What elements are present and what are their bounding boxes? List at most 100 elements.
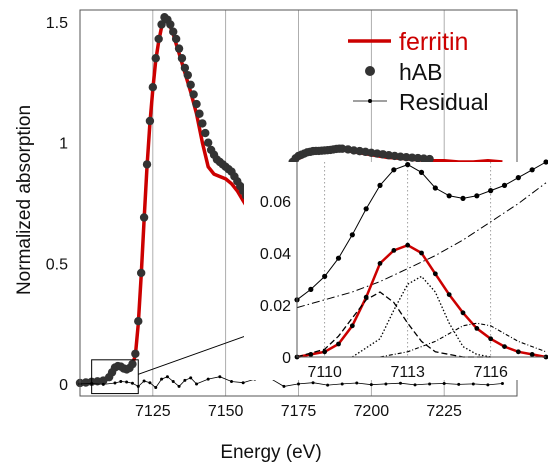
legend-label-ferritin: ferritin (399, 28, 468, 56)
data-point-hab (145, 116, 155, 126)
inset-data-point (363, 206, 369, 212)
inset-data-point (418, 169, 425, 175)
legend-label-residual: Residual (399, 89, 489, 115)
data-point-hab (201, 128, 210, 138)
data-point-hab (183, 70, 192, 80)
inset-data-point (335, 255, 342, 261)
inset-series-line-peak1 (296, 291, 491, 358)
x-tick-label: 7225 (426, 403, 462, 420)
data-point-residual (177, 384, 181, 388)
data-point-hab (166, 20, 175, 29)
series-line-residual (79, 376, 503, 389)
data-point-hab (171, 34, 181, 44)
data-point-residual (183, 378, 187, 382)
x-axis-label: Energy (eV) (220, 442, 321, 463)
data-point-hab (157, 20, 166, 29)
data-point-hab (131, 349, 140, 358)
data-point-residual (130, 381, 134, 385)
data-point-residual (282, 384, 286, 388)
data-point-residual (297, 382, 300, 386)
x-tick-label: 7175 (281, 403, 317, 420)
inset-fit-point (529, 352, 535, 357)
inset-data-point (529, 167, 535, 173)
inset-fit-point (515, 349, 521, 355)
main-ticks: 7125 7150 7175 7200 7225 0 0.5 1 1.5 (46, 15, 462, 420)
inset-data-point (322, 273, 328, 279)
inset-data-point (405, 162, 411, 168)
inset-y-tick-label: 0.04 (260, 246, 291, 263)
inset-x-tick-label: 7116 (473, 364, 508, 381)
data-point-residual (486, 383, 490, 387)
inset-y-tick-label: 0.06 (260, 194, 291, 211)
data-point-hab (177, 54, 187, 63)
data-point-hab (142, 160, 152, 169)
inset-fit-point (419, 250, 424, 256)
inset-fit-point (349, 323, 355, 329)
data-point-residual (154, 386, 158, 390)
data-point-residual (101, 382, 105, 386)
inset-axes (296, 162, 546, 358)
inset-data-point (515, 175, 521, 181)
data-point-residual (471, 382, 475, 386)
inset-fit-point (405, 242, 411, 248)
x-tick-label: 7150 (208, 403, 244, 420)
legend-swatch-residual-dot (368, 99, 372, 103)
inset-fit-point (488, 336, 494, 342)
inset-y-tick-label: 0 (282, 350, 291, 367)
inset-fit-point (391, 248, 397, 253)
legend-label-hab: hAB (399, 59, 442, 85)
inset-fit-point (322, 349, 328, 355)
data-point-residual (119, 380, 123, 384)
x-tick-label: 7125 (135, 403, 171, 420)
inset-fit-point (502, 344, 507, 349)
legend: ferritin hAB Residual (348, 28, 489, 115)
data-point-residual (413, 383, 417, 387)
data-point-residual (326, 383, 330, 387)
data-point-residual (189, 376, 193, 380)
data-point-residual (195, 382, 199, 386)
inset-series-line-baseline (296, 182, 547, 309)
data-point-hab (154, 34, 163, 44)
data-point-hab (151, 54, 160, 63)
inset-data-point (501, 182, 508, 188)
inset-fit-point (460, 310, 466, 316)
inset-data-point (308, 286, 314, 292)
data-point-residual (500, 381, 504, 385)
x-tick-label: 7200 (354, 403, 390, 420)
inset-series-line-peak3 (379, 322, 547, 358)
data-point-residual (398, 381, 402, 385)
data-point-residual (241, 381, 245, 385)
inset-data-point (391, 167, 397, 173)
inset-fit-point (377, 261, 383, 266)
data-point-residual (457, 382, 461, 386)
y-tick-label: 1 (59, 136, 68, 153)
data-point-residual (229, 380, 233, 384)
data-point-hab (189, 90, 198, 99)
inset-series (294, 159, 548, 360)
data-point-residual (148, 381, 152, 385)
inset-data-point (488, 188, 494, 194)
data-point-hab (203, 138, 213, 147)
y-axis-label: Normalized absorption (14, 105, 35, 295)
inset-grid (324, 162, 492, 357)
data-point-hab (180, 63, 190, 73)
data-point-hab (192, 99, 201, 109)
data-point-residual (160, 377, 164, 381)
data-point-residual (113, 381, 117, 385)
inset-data-point (349, 232, 355, 238)
inset-data-point (474, 193, 480, 199)
data-point-hab (128, 359, 137, 369)
data-point-residual (369, 383, 373, 387)
inset-fit-point (336, 341, 341, 347)
data-point-residual (165, 375, 169, 379)
data-point-hab (195, 109, 204, 118)
data-point-hab (139, 213, 149, 222)
y-tick-label: 0.5 (46, 256, 68, 273)
inset-ticks: 7110 7113 7116 0 0.02 0.04 0.06 (260, 194, 508, 381)
inset-fit-point (474, 326, 480, 331)
inset-fit-point (446, 292, 452, 297)
data-point-hab (136, 268, 146, 278)
data-point-residual (171, 380, 175, 384)
inset-x-tick-label: 7110 (307, 364, 342, 381)
